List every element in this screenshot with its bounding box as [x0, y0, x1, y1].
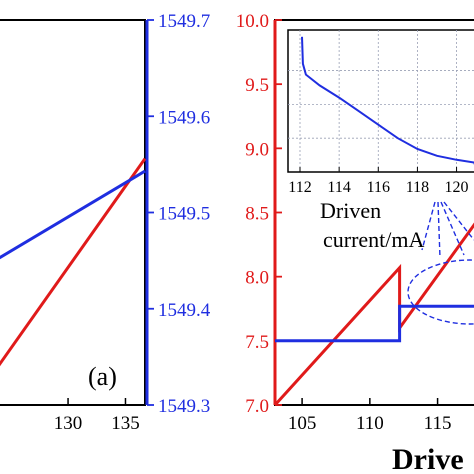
- left-tick-label: 9.0: [245, 139, 269, 160]
- x-tick-label: 110: [356, 413, 384, 434]
- leader-line: [437, 201, 441, 259]
- panel-b-series: [273, 222, 474, 407]
- inset-tick-label: 120: [445, 179, 469, 196]
- annotation-line1: Driven: [320, 198, 381, 223]
- inset-tick-label: 114: [327, 179, 350, 196]
- leader-line: [421, 201, 436, 251]
- inset-frame: [287, 29, 474, 173]
- series-line: [273, 222, 474, 407]
- annotation-ellipse: [407, 259, 474, 325]
- inset-x-ticks: 112 114 116 118 120: [288, 167, 469, 196]
- panel-b-x-axis-label: Drive: [392, 443, 464, 474]
- panel-a-label: (a): [88, 362, 117, 391]
- series-line: [0, 157, 147, 367]
- x-tick-label: 130: [54, 413, 83, 434]
- inset-tick-label: 118: [406, 179, 429, 196]
- x-tick-label: 135: [111, 413, 140, 434]
- left-tick-label: 7.0: [245, 396, 269, 417]
- inset-tick-label: 116: [367, 179, 390, 196]
- right-tick-label: 1549.6: [158, 107, 210, 128]
- left-tick-label: 10.0: [236, 11, 269, 32]
- right-tick-label: 1549.4: [158, 300, 211, 321]
- left-tick-label: 7.5: [245, 332, 269, 353]
- panel-a-right-ticks: 1549.3 1549.4 1549.5 1549.6 1549.7: [147, 11, 211, 417]
- annotation-line2: current/mA: [323, 227, 425, 252]
- inset: 112 114 116 118 120: [287, 29, 474, 196]
- left-tick-label: 8.5: [245, 204, 269, 225]
- panel-b-left-ticks: 7.0 7.5 8.0 8.5 9.0 9.5 10.0: [236, 11, 282, 417]
- panel-b: 105 110 115 7.07.58.08.59.09.510.0 Driven …: [236, 11, 474, 474]
- series-line: [275, 304, 474, 343]
- series-line: [0, 169, 146, 260]
- panel-a: 130 135 1549.3 1549.4 1549.5 1549.6 1549.7 (a…: [0, 11, 211, 434]
- right-tick-label: 1549.3: [158, 396, 210, 417]
- leader-line: [440, 201, 465, 256]
- annotation-leaders: [407, 201, 474, 325]
- left-tick-label: 8.0: [245, 268, 269, 289]
- x-tick-label: 115: [424, 413, 452, 434]
- x-tick-label: 105: [288, 413, 317, 434]
- panel-b-x-ticks: 105 110 115: [288, 398, 452, 434]
- right-tick-label: 1549.5: [158, 204, 210, 225]
- leader-line: [443, 201, 474, 241]
- panel-a-x-ticks: 130 135: [54, 398, 140, 434]
- panel-a-plot-frame: [0, 19, 146, 406]
- right-tick-label: 1549.7: [158, 11, 210, 32]
- panel-a-series: [0, 157, 147, 367]
- inset-curve: [301, 36, 474, 165]
- left-tick-label: 9.5: [245, 75, 269, 96]
- inset-tick-label: 112: [288, 179, 311, 196]
